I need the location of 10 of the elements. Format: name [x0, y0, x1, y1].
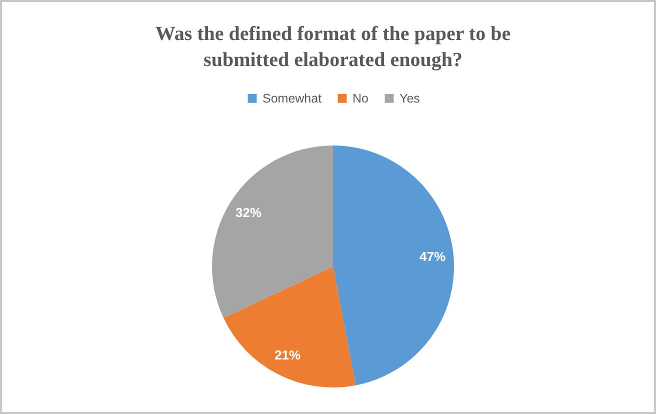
data-label: 21%: [274, 348, 302, 363]
pie-slice: [333, 146, 454, 386]
pie-slice: [212, 146, 333, 318]
legend-label: Somewhat: [262, 91, 322, 106]
legend-label: Yes: [400, 91, 420, 106]
pie-slice: [224, 266, 356, 388]
data-label: 47%: [420, 249, 446, 264]
legend-label: No: [352, 91, 369, 106]
data-label: 32%: [236, 204, 262, 220]
chart-title: Was the defined format of the paper to be submitted elaborated enough?: [155, 23, 511, 71]
